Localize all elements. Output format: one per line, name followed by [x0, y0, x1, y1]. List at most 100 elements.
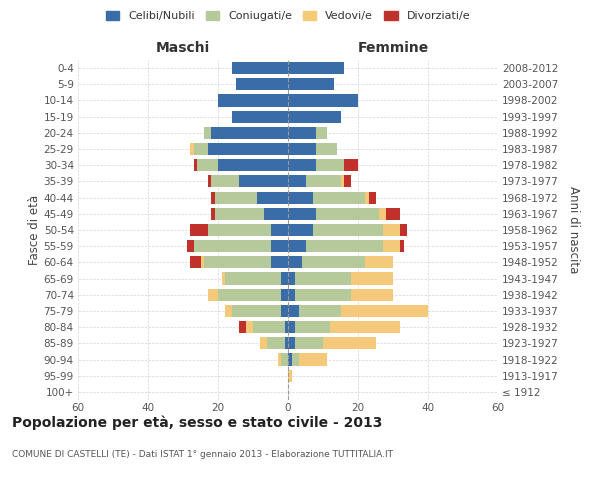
Bar — [288, 159, 316, 172]
Bar — [288, 321, 400, 333]
Bar — [288, 78, 334, 90]
Bar — [288, 354, 292, 366]
Bar — [190, 256, 288, 268]
Bar — [225, 272, 288, 284]
Bar — [288, 338, 376, 349]
Bar — [288, 272, 393, 284]
Bar — [288, 192, 368, 203]
Text: Maschi: Maschi — [156, 41, 210, 55]
Bar — [193, 159, 288, 172]
Bar — [288, 208, 386, 220]
Bar — [288, 159, 358, 172]
Bar — [288, 370, 292, 382]
Bar — [218, 94, 288, 106]
Bar — [208, 143, 288, 155]
Bar — [239, 176, 288, 188]
Bar — [288, 127, 326, 139]
Bar — [288, 354, 326, 366]
Text: Femmine: Femmine — [358, 41, 428, 55]
Bar — [218, 159, 288, 172]
Bar — [221, 272, 288, 284]
Bar — [288, 78, 334, 90]
Bar — [208, 224, 288, 236]
Bar — [208, 288, 288, 301]
Bar — [271, 224, 288, 236]
Bar — [288, 354, 326, 366]
Text: COMUNE DI CASTELLI (TE) - Dati ISTAT 1° gennaio 2013 - Elaborazione TUTTITALIA.I: COMUNE DI CASTELLI (TE) - Dati ISTAT 1° … — [12, 450, 393, 459]
Bar — [277, 354, 288, 366]
Bar — [197, 159, 288, 172]
Bar — [204, 127, 288, 139]
Bar — [288, 78, 334, 90]
Bar — [288, 176, 344, 188]
Bar — [288, 176, 305, 188]
Bar — [288, 110, 341, 122]
Bar — [232, 110, 288, 122]
Bar — [288, 305, 428, 317]
Bar — [232, 62, 288, 74]
Bar — [260, 338, 288, 349]
Bar — [218, 94, 288, 106]
Bar — [288, 127, 316, 139]
Bar — [288, 272, 351, 284]
Bar — [211, 176, 288, 188]
Bar — [288, 110, 341, 122]
Bar — [288, 256, 302, 268]
Bar — [288, 208, 400, 220]
Bar — [288, 288, 393, 301]
Bar — [193, 240, 288, 252]
Bar — [211, 192, 288, 203]
Bar — [239, 321, 288, 333]
Bar — [197, 159, 288, 172]
Bar — [187, 240, 288, 252]
Bar — [288, 288, 351, 301]
Bar — [288, 240, 305, 252]
Bar — [232, 62, 288, 74]
Bar — [288, 224, 383, 236]
Bar — [288, 94, 358, 106]
Bar — [288, 321, 330, 333]
Bar — [288, 338, 323, 349]
Bar — [288, 240, 400, 252]
Bar — [208, 288, 288, 301]
Bar — [215, 208, 288, 220]
Bar — [193, 240, 288, 252]
Bar — [271, 256, 288, 268]
Bar — [246, 321, 288, 333]
Bar — [277, 354, 288, 366]
Bar — [284, 338, 288, 349]
Bar — [281, 288, 288, 301]
Bar — [218, 288, 288, 301]
Bar — [288, 224, 400, 236]
Bar — [288, 127, 326, 139]
Bar — [225, 305, 288, 317]
Bar — [253, 321, 288, 333]
Bar — [204, 256, 288, 268]
Bar — [288, 143, 337, 155]
Bar — [215, 208, 288, 220]
Bar — [232, 110, 288, 122]
Bar — [232, 62, 288, 74]
Bar — [190, 143, 288, 155]
Bar — [288, 176, 341, 188]
Bar — [271, 240, 288, 252]
Bar — [200, 256, 288, 268]
Bar — [288, 305, 341, 317]
Bar — [235, 78, 288, 90]
Bar — [288, 208, 316, 220]
Bar — [284, 321, 288, 333]
Bar — [235, 78, 288, 90]
Bar — [211, 208, 288, 220]
Bar — [288, 305, 428, 317]
Bar — [267, 338, 288, 349]
Bar — [215, 192, 288, 203]
Bar — [288, 143, 337, 155]
Bar — [232, 110, 288, 122]
Bar — [288, 159, 344, 172]
Bar — [232, 62, 288, 74]
Bar — [288, 143, 316, 155]
Y-axis label: Anni di nascita: Anni di nascita — [567, 186, 580, 274]
Bar — [288, 192, 376, 203]
Bar — [288, 288, 393, 301]
Bar — [288, 272, 295, 284]
